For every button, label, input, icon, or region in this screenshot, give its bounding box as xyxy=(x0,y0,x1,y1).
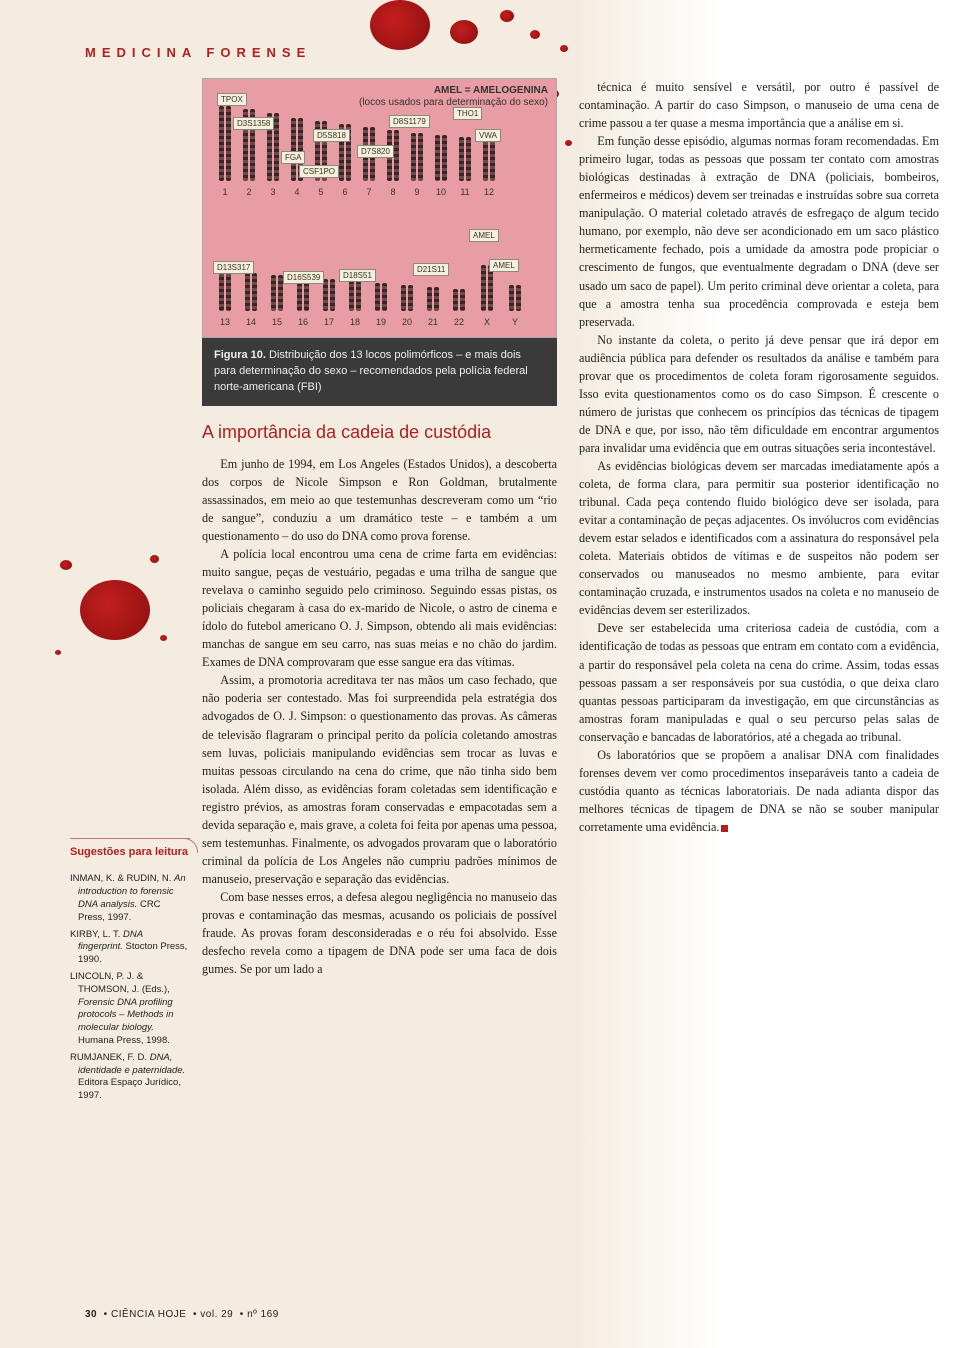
figure-caption: Figura 10. Distribuição dos 13 locos pol… xyxy=(202,338,557,406)
footer-page-number: 30 xyxy=(85,1309,97,1320)
locus-label: D5S818 xyxy=(313,129,350,142)
chromosome-pair xyxy=(323,279,335,311)
reference-item: KIRBY, L. T. DNA fingerprint. Stocton Pr… xyxy=(70,929,190,967)
chromosome-number: 1 xyxy=(216,187,234,197)
chromosome-pair xyxy=(401,285,413,311)
chromosome-number: 19 xyxy=(372,317,390,327)
end-mark-icon xyxy=(721,825,728,832)
chromosome-pair xyxy=(219,106,231,181)
locus-label: D8S1179 xyxy=(389,115,430,128)
right-column-text: técnica é muito sensível e versátil, por… xyxy=(579,78,939,978)
figure-column: AMEL = AMELOGENINA (locos usados para de… xyxy=(202,78,557,455)
chromosome-number: X xyxy=(478,317,496,327)
chromosome-pair xyxy=(435,135,447,181)
subhead: A importância da cadeia de custódia xyxy=(202,422,557,443)
chromosome-row-2: 13 14 15 16 17 18 19 20 21 22 XY D13S317 D16S539 D18S… xyxy=(213,219,546,329)
chromosome-number: 13 xyxy=(216,317,234,327)
chromosome-pair xyxy=(271,275,283,311)
figure-caption-prefix: Figura 10. xyxy=(214,349,266,361)
chromosome-number: 12 xyxy=(480,187,498,197)
chromosome-pair xyxy=(375,283,387,311)
locus-label: D13S317 xyxy=(213,261,254,274)
chromosome-pair xyxy=(411,133,423,181)
chromosome-number: 3 xyxy=(264,187,282,197)
left-rail: Sugestões para leitura INMAN, K. & RUDIN… xyxy=(85,78,180,978)
body-paragraph: Deve ser estabelecida uma criteriosa cad… xyxy=(579,619,939,745)
chromosome-number: 21 xyxy=(424,317,442,327)
chromosome-number: 4 xyxy=(288,187,306,197)
chromosome-number: 15 xyxy=(268,317,286,327)
locus-label: D16S539 xyxy=(283,271,324,284)
chromosome-number: 6 xyxy=(336,187,354,197)
middle-column-text: Em junho de 1994, em Los Angeles (Estado… xyxy=(202,455,557,978)
body-paragraph: técnica é muito sensível e versátil, por… xyxy=(579,78,939,132)
chromosome-pair xyxy=(453,289,465,311)
chromosome-pair xyxy=(245,273,257,311)
chromosome-row-1: 123456789101112TPOXD3S1358FGAD5S818CSF1P… xyxy=(213,89,546,199)
locus-label: AMEL xyxy=(489,259,519,272)
chromosome-pair xyxy=(483,139,495,181)
locus-label: D21S11 xyxy=(413,263,449,276)
chromosome-number: 17 xyxy=(320,317,338,327)
locus-label: D3S1358 xyxy=(233,117,274,130)
reference-item: RUMJANEK, F. D. DNA, identidade e patern… xyxy=(70,1052,190,1103)
chromosome-number: 10 xyxy=(432,187,450,197)
chromosome-number: 20 xyxy=(398,317,416,327)
suggestions-title: Sugestões para leitura xyxy=(70,838,190,859)
chromosome-pair xyxy=(349,281,361,311)
locus-label: CSF1PO xyxy=(299,165,339,178)
reference-list: INMAN, K. & RUDIN, N. An introduction to… xyxy=(70,873,190,1103)
chromosome-number: 16 xyxy=(294,317,312,327)
footer-journal: CIÊNCIA HOJE xyxy=(111,1309,186,1320)
locus-label: TPOX xyxy=(217,93,247,106)
chromosome-pair xyxy=(509,285,521,311)
chromosome-number: 18 xyxy=(346,317,364,327)
chromosome-pair xyxy=(219,271,231,311)
chromosome-pair xyxy=(459,137,471,181)
body-paragraph: A polícia local encontrou uma cena de cr… xyxy=(202,545,557,671)
footer-volume: vol. 29 xyxy=(200,1309,233,1320)
section-header: MEDICINA FORENSE xyxy=(85,45,910,60)
chromosome-number: 7 xyxy=(360,187,378,197)
locus-label: D18S51 xyxy=(339,269,376,282)
locus-label: THO1 xyxy=(453,107,482,120)
suggestions-box: Sugestões para leitura INMAN, K. & RUDIN… xyxy=(70,838,190,1107)
body-paragraph: Em junho de 1994, em Los Angeles (Estado… xyxy=(202,455,557,545)
body-paragraph: Com base nesses erros, a defesa alegou n… xyxy=(202,888,557,978)
locus-label: VWA xyxy=(475,129,501,142)
chromosome-number: 22 xyxy=(450,317,468,327)
reference-item: INMAN, K. & RUDIN, N. An introduction to… xyxy=(70,873,190,924)
locus-label: D7S820 xyxy=(357,145,394,158)
reference-item: LINCOLN, P. J. & THOMSON, J. (Eds.), For… xyxy=(70,971,190,1048)
body-paragraph: As evidências biológicas devem ser marca… xyxy=(579,457,939,619)
chromosome-number: 8 xyxy=(384,187,402,197)
page-footer: 30 • CIÊNCIA HOJE • vol. 29 • nº 169 xyxy=(85,1309,279,1320)
chromosome-number: 5 xyxy=(312,187,330,197)
figure-panel: AMEL = AMELOGENINA (locos usados para de… xyxy=(202,78,557,338)
chromosome-number: 14 xyxy=(242,317,260,327)
body-paragraph: No instante da coleta, o perito já deve … xyxy=(579,331,939,457)
body-paragraph: Os laboratórios que se propõem a analisa… xyxy=(579,746,939,836)
chromosome-number: 2 xyxy=(240,187,258,197)
chromosome-number: 9 xyxy=(408,187,426,197)
chromosome-number: 11 xyxy=(456,187,474,197)
footer-issue: nº 169 xyxy=(247,1309,279,1320)
body-paragraph: Assim, a promotoria acreditava ter nas m… xyxy=(202,671,557,888)
locus-label: AMEL xyxy=(469,229,499,242)
chromosome-pair xyxy=(427,287,439,311)
chromosome-number: Y xyxy=(506,317,524,327)
body-paragraph: Em função desse episódio, algumas normas… xyxy=(579,132,939,331)
locus-label: FGA xyxy=(281,151,305,164)
